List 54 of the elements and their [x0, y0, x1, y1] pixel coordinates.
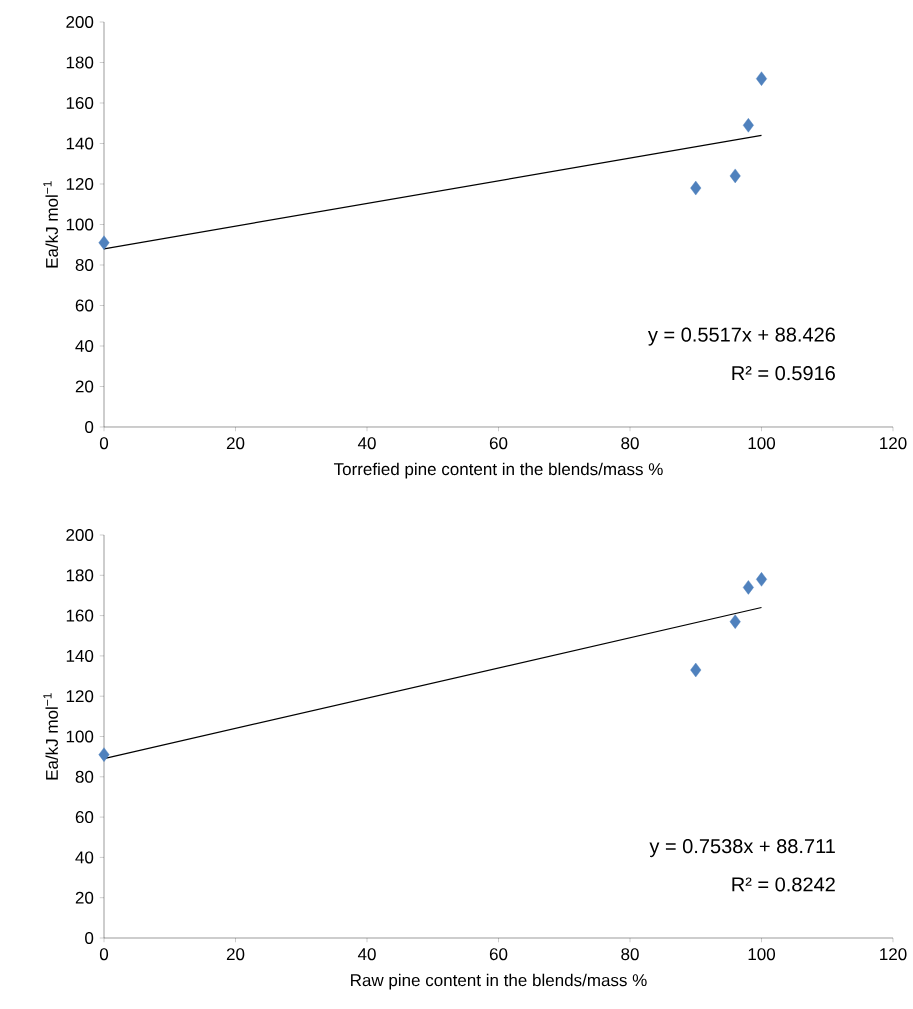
x-axis-title: Raw pine content in the blends/mass % [351, 973, 647, 990]
y-tick-label: 100 [66, 218, 94, 231]
point [98, 235, 110, 250]
x-tick-label: 40 [357, 948, 376, 961]
x-tick-label: 80 [621, 437, 639, 450]
annotation: y = 0.5517x + 88.426 [647, 327, 835, 346]
x-tick-label: 100 [748, 948, 776, 961]
y-tick-label: 100 [66, 730, 94, 743]
point [742, 118, 754, 133]
y-tick-label: 180 [66, 569, 94, 582]
x-tick-label: 120 [880, 437, 907, 450]
y-tick-label: 80 [75, 258, 94, 272]
x-axis-title: Torrefied pine content in the blends/mass % [333, 462, 663, 479]
y-axis-title: Ea/kJ mol$^{−1}$ [43, 181, 58, 268]
y-tick-label: 120 [66, 690, 94, 703]
annotation: R² = 0.5916 [732, 366, 835, 381]
y-tick-label: 140 [66, 137, 94, 150]
y-tick-label: 160 [66, 609, 94, 622]
point [756, 572, 767, 587]
y-tick-label: 60 [75, 811, 94, 824]
annotation: y = 0.7538x + 88.711 [649, 839, 835, 858]
point [742, 580, 754, 595]
point [98, 747, 110, 762]
y-tick-label: 60 [75, 299, 94, 312]
y-tick-label: 160 [66, 96, 94, 110]
y-axis-title: Ea/kJ mol$^{−1}$ [43, 693, 58, 780]
y-tick-label: 200 [66, 15, 94, 29]
point [690, 180, 702, 196]
point [756, 71, 767, 86]
point [729, 614, 741, 629]
annotation: R² = 0.8242 [732, 877, 835, 892]
y-tick-label: 140 [66, 649, 94, 662]
y-tick-label: 0 [85, 931, 94, 945]
y-tick-label: 200 [66, 528, 94, 542]
point [690, 662, 702, 678]
y-tick-label: 180 [66, 56, 94, 69]
x-tick-label: 100 [748, 437, 776, 450]
x-tick-label: 120 [880, 948, 907, 961]
x-tick-label: 60 [489, 948, 508, 961]
y-tick-label: 80 [75, 770, 94, 783]
point [729, 168, 741, 184]
y-tick-label: 120 [66, 177, 94, 191]
x-tick-label: 20 [226, 948, 245, 961]
x-tick-label: 40 [357, 437, 376, 450]
y-tick-label: 40 [75, 851, 94, 864]
y-tick-label: 20 [75, 380, 94, 393]
x-tick-label: 60 [489, 437, 508, 450]
x-tick-label: 0 [99, 437, 109, 450]
x-tick-label: 20 [226, 437, 245, 450]
y-tick-label: 40 [75, 339, 94, 353]
x-tick-label: 0 [99, 948, 109, 961]
y-tick-label: 0 [85, 420, 94, 434]
x-tick-label: 80 [621, 948, 639, 961]
y-tick-label: 20 [75, 891, 94, 904]
